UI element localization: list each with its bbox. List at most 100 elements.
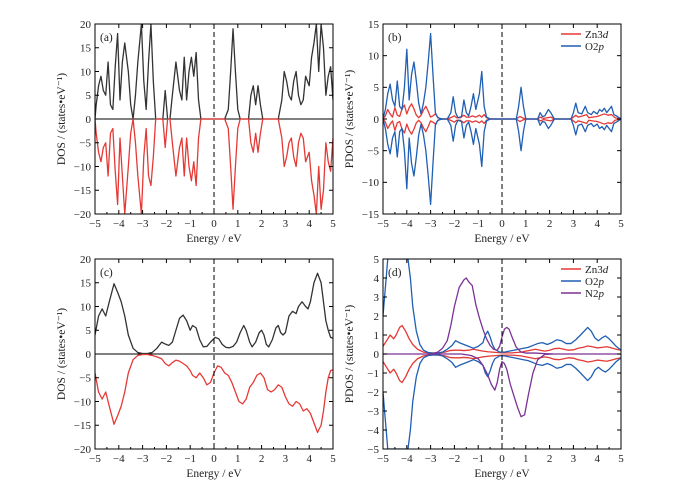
x-tick-label: 2 bbox=[547, 453, 553, 465]
series-line-Zn3d-spin-down bbox=[383, 118, 621, 135]
x-tick-label: −2 bbox=[161, 453, 173, 465]
x-tick-label: 3 bbox=[571, 453, 577, 465]
y-tick-label: 5 bbox=[86, 325, 92, 337]
y-tick-label: 0 bbox=[374, 349, 380, 361]
y-tick-label: 15 bbox=[80, 43, 92, 55]
y-axis-label: DOS / (states•eV⁻¹) bbox=[56, 73, 68, 165]
x-tick-label: −4 bbox=[113, 453, 125, 465]
x-tick-label: −2 bbox=[449, 218, 461, 230]
x-tick-label: 3 bbox=[283, 218, 289, 230]
x-axis-label: Energy / eV bbox=[474, 468, 530, 480]
x-tick-label: 4 bbox=[594, 218, 600, 230]
y-tick-label: 20 bbox=[80, 254, 92, 266]
y-tick-label: −2 bbox=[367, 387, 379, 399]
y-tick-label: 2 bbox=[374, 311, 380, 323]
panel-c: −5 −4 −3 −2 −1 0 1 2 3 4 5−20−15−10−505101520Energ… bbox=[56, 254, 336, 480]
x-tick-label: −1 bbox=[184, 218, 196, 230]
y-tick-label: 5 bbox=[374, 254, 380, 266]
series-group bbox=[95, 24, 333, 214]
y-tick-label: 10 bbox=[80, 301, 92, 313]
x-tick-label: 0 bbox=[211, 453, 217, 465]
y-tick-label: −10 bbox=[74, 396, 92, 408]
series-group bbox=[383, 32, 621, 206]
y-tick-label: 0 bbox=[86, 349, 92, 361]
y-tick-label: −15 bbox=[74, 185, 92, 197]
legend-entry: O2p bbox=[585, 41, 604, 53]
x-tick-label: 1 bbox=[523, 453, 529, 465]
y-axis-label: DOS / (states•eV⁻¹) bbox=[56, 308, 68, 400]
x-tick-label: −5 bbox=[89, 453, 101, 465]
x-tick-label: 0 bbox=[499, 218, 505, 230]
y-tick-label: 10 bbox=[80, 66, 92, 78]
x-tick-label: 3 bbox=[283, 453, 289, 465]
series-group bbox=[383, 259, 621, 449]
x-axis-label: Energy / eV bbox=[474, 233, 530, 245]
y-tick-label: 5 bbox=[86, 90, 92, 102]
series-line-Zn3d bbox=[383, 103, 621, 120]
x-tick-label: −1 bbox=[472, 218, 484, 230]
y-tick-label: −5 bbox=[79, 138, 91, 150]
y-axis-label: PDOS / (states•eV⁻¹) bbox=[344, 305, 356, 404]
panel-d: −5 −4 −3 −2 −1 0 1 2 3 4 5 −5 −4 −3 −2 −1 0 1 2 3 4 5 Energy /… bbox=[344, 254, 624, 480]
series-line-1 bbox=[95, 353, 333, 434]
x-tick-label: 4 bbox=[594, 453, 600, 465]
series-line-N2p bbox=[383, 277, 621, 418]
x-tick-label: 1 bbox=[235, 453, 241, 465]
x-tick-label: 5 bbox=[330, 218, 336, 230]
y-tick-label: 0 bbox=[86, 114, 92, 126]
series-line-O2p bbox=[383, 32, 621, 120]
y-tick-label: −5 bbox=[367, 145, 379, 157]
y-tick-label: 5 bbox=[374, 82, 380, 94]
series-line-O2p-spin-down bbox=[383, 354, 621, 449]
x-tick-label: 5 bbox=[330, 453, 336, 465]
y-tick-label: 3 bbox=[374, 292, 380, 304]
x-tick-label: 0 bbox=[499, 453, 505, 465]
y-tick-label: 20 bbox=[80, 19, 92, 31]
x-tick-label: −2 bbox=[449, 453, 461, 465]
panel-label: (c) bbox=[100, 267, 113, 279]
x-tick-label: 2 bbox=[259, 218, 265, 230]
y-tick-label: 1 bbox=[374, 330, 380, 342]
x-tick-label: −3 bbox=[137, 218, 149, 230]
x-tick-label: −5 bbox=[377, 453, 389, 465]
x-tick-label: 4 bbox=[306, 218, 312, 230]
y-tick-label: −10 bbox=[362, 177, 380, 189]
panel-label: (b) bbox=[388, 32, 402, 44]
x-tick-label: 4 bbox=[306, 453, 312, 465]
x-tick-label: −3 bbox=[425, 218, 437, 230]
panel-a: −5 −4 −3 −2 −1 0 1 2 3 4 5−20−15−10−505101520Energ… bbox=[56, 19, 336, 245]
x-axis-label: Energy / eV bbox=[186, 233, 242, 245]
y-tick-label: −15 bbox=[362, 209, 380, 221]
series-line-0 bbox=[95, 272, 333, 355]
y-tick-label: 4 bbox=[374, 273, 380, 285]
y-axis-label: PDOS / (states•eV⁻¹) bbox=[344, 70, 356, 169]
y-tick-label: 15 bbox=[368, 19, 380, 31]
series-line-O2p-spin-down bbox=[383, 118, 621, 206]
series-line-O2p bbox=[383, 259, 621, 354]
x-tick-label: −5 bbox=[377, 218, 389, 230]
panel-label: (a) bbox=[100, 32, 113, 44]
y-tick-label: −5 bbox=[367, 444, 379, 456]
x-axis-label: Energy / eV bbox=[186, 468, 242, 480]
x-tick-label: 2 bbox=[259, 453, 265, 465]
legend-entry: Zn3d bbox=[585, 29, 609, 41]
x-tick-label: 1 bbox=[523, 218, 529, 230]
y-tick-label: −20 bbox=[74, 209, 92, 221]
x-tick-label: 0 bbox=[211, 218, 217, 230]
x-tick-label: −4 bbox=[401, 453, 413, 465]
y-tick-label: 15 bbox=[80, 278, 92, 290]
y-tick-label: −1 bbox=[367, 368, 379, 380]
y-tick-label: −15 bbox=[74, 420, 92, 432]
y-tick-label: −10 bbox=[74, 161, 92, 173]
x-tick-label: −3 bbox=[137, 453, 149, 465]
y-tick-label: −5 bbox=[79, 373, 91, 385]
y-tick-label: 0 bbox=[374, 114, 380, 126]
x-tick-label: 5 bbox=[618, 453, 624, 465]
y-tick-label: −4 bbox=[367, 425, 379, 437]
y-tick-label: −3 bbox=[367, 406, 379, 418]
x-tick-label: −4 bbox=[401, 218, 413, 230]
legend-entry: O2p bbox=[585, 276, 604, 288]
